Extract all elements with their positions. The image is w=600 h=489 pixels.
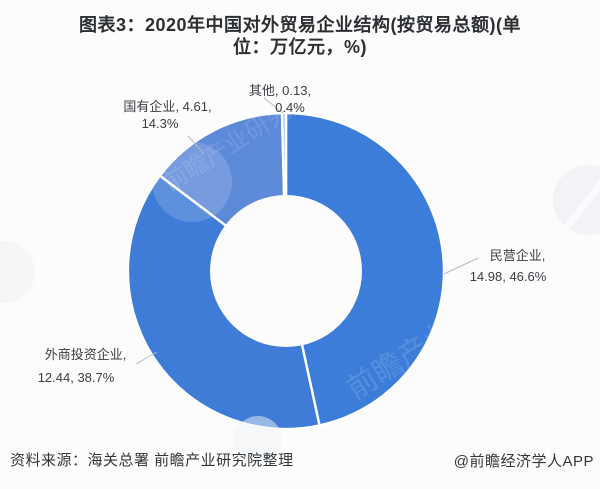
label-leader-line-3 [443,257,479,275]
label-leader-line-1 [263,97,284,114]
slice-label-minying-name: 民营企业, [489,248,546,263]
label-leader-line-4 [135,351,158,365]
slice-label-waishang-name: 外商投资企业, [44,347,127,362]
watermark-logo-icon [553,165,600,235]
donut-hole [210,195,362,347]
watermark-logo-icon [234,416,282,464]
slice-label-guoyou-name: 国有企业, 4.61, [123,99,212,114]
chart-title-line1: 图表3：2020年中国对外贸易企业结构(按贸易总额)(单 [78,15,522,35]
slice-label-minying-percent: 14.98, 46.6% [469,269,547,284]
chart-title-line2: 位：万亿元，%) [233,37,367,57]
watermark-logo-icon [0,241,35,303]
watermark-logo-slash-icon [563,179,600,231]
attribution: @前瞻经济学人APP [453,453,594,470]
label-leader-line-2 [187,135,205,155]
chart-title: 图表3：2020年中国对外贸易企业结构(按贸易总额)(单 位：万亿元，%) [18,14,582,58]
slice-label-qita-percent: 0.4% [275,100,305,115]
slice-label-guoyou-percent: 14.3% [141,116,179,131]
slice-label-qita-name: 其他, 0.13, [248,83,312,98]
pie-slice-1 [284,111,446,427]
slice-label-waishang-percent: 12.44, 38.7% [37,370,115,385]
source-note: 资料来源：海关总署 前瞻产业研究院整理 [10,452,294,469]
watermark-logo-icon [152,142,232,222]
